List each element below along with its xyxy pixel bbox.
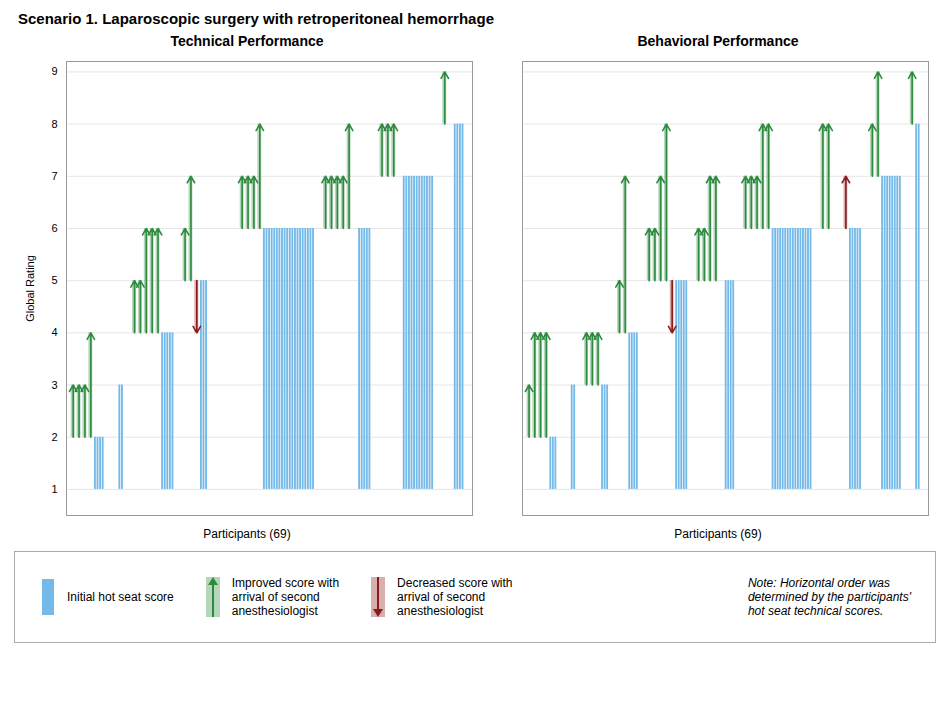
html-text:Participants (69): Participants (69) <box>674 527 762 541</box>
html-text:Decreased score with arrival o: Decreased score with arrival of second a… <box>397 576 513 618</box>
html-text:Behavioral Performance: Behavioral Performance <box>637 33 799 49</box>
svg-text:2: 2 <box>51 431 57 443</box>
html-text:Scenario 1. Laparoscopic surge: Scenario 1. Laparoscopic surgery with re… <box>18 10 494 27</box>
svg-text:3: 3 <box>51 379 57 391</box>
html-text:Note: Horizontal order was det: Note: Horizontal order was determined by… <box>747 576 911 618</box>
html-text:Participants (69): Participants (69) <box>203 527 291 541</box>
svg-text:5: 5 <box>51 274 57 286</box>
svg-text:6: 6 <box>51 222 57 234</box>
html-text:Improved score with arrival of: Improved score with arrival of second an… <box>231 576 340 618</box>
svg-text:4: 4 <box>51 326 57 338</box>
html-text:Initial hot seat score: Initial hot seat score <box>67 590 174 604</box>
svg-text:Global Rating: Global Rating <box>24 255 36 322</box>
svg-text:9: 9 <box>51 65 57 77</box>
svg-text:1: 1 <box>51 483 57 495</box>
svg-text:8: 8 <box>51 118 57 130</box>
svg-text:7: 7 <box>51 170 57 182</box>
html-text:Technical Performance: Technical Performance <box>170 33 324 49</box>
